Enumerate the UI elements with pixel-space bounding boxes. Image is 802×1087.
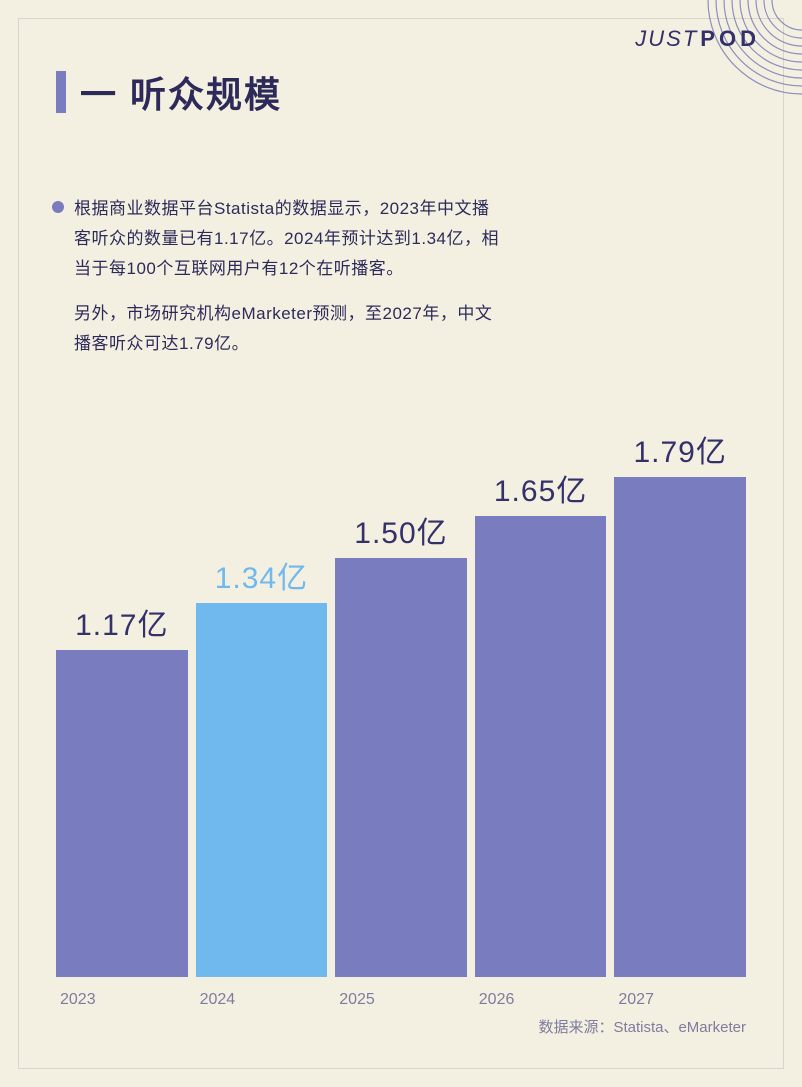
x-axis-label: 2024: [196, 983, 328, 1009]
body-copy: 根据商业数据平台Statista的数据显示，2023年中文播客听众的数量已有1.…: [74, 194, 506, 359]
x-axis-label: 2023: [56, 983, 188, 1009]
bullet-icon: [52, 201, 64, 213]
logo-part1: JUST: [635, 26, 698, 52]
paragraph-1: 根据商业数据平台Statista的数据显示，2023年中文播客听众的数量已有1.…: [74, 194, 506, 283]
bar-group: 1.34亿: [196, 553, 328, 977]
bar-rect: [56, 650, 188, 977]
bar-value-label: 1.34亿: [215, 553, 308, 597]
brand-logo: JUSTPOD: [635, 26, 758, 52]
paragraph-2: 另外，市场研究机构eMarketer预测，至2027年，中文播客听众可达1.79…: [74, 299, 506, 359]
logo-part4: D: [740, 26, 758, 52]
header-accent-bar: [56, 71, 66, 113]
bars-container: 1.17亿 1.34亿 1.50亿 1.65亿 1.79亿: [56, 419, 746, 977]
bar-group: 1.79亿: [614, 427, 746, 977]
bar-group: 1.17亿: [56, 600, 188, 977]
x-axis-label: 2027: [614, 983, 746, 1009]
logo-part2: P: [700, 26, 717, 52]
bar-value-label: 1.17亿: [75, 600, 168, 644]
bar-chart: 1.17亿1.34亿1.50亿1.65亿1.79亿 20232024202520…: [56, 419, 746, 1009]
section-header: 一 听众规模: [56, 66, 282, 118]
logo-part3: O: [719, 26, 738, 52]
x-axis-label: 2026: [475, 983, 607, 1009]
x-axis-label: 2025: [335, 983, 467, 1009]
bar-group: 1.50亿: [335, 508, 467, 977]
page-title: 一 听众规模: [80, 66, 282, 118]
bar-value-label: 1.79亿: [633, 427, 726, 471]
bar-rect: [475, 516, 607, 977]
bar-value-label: 1.65亿: [494, 466, 587, 510]
paragraph-1-text: 根据商业数据平台Statista的数据显示，2023年中文播客听众的数量已有1.…: [74, 199, 499, 278]
bar-group: 1.65亿: [475, 466, 607, 977]
bar-rect: [614, 477, 746, 977]
bar-rect: [196, 603, 328, 977]
data-source: 数据来源：Statista、eMarketer: [538, 1016, 746, 1037]
bar-rect: [335, 558, 467, 977]
x-axis: 2023 2024 2025 2026 2027: [56, 983, 746, 1009]
bar-value-label: 1.50亿: [354, 508, 447, 552]
